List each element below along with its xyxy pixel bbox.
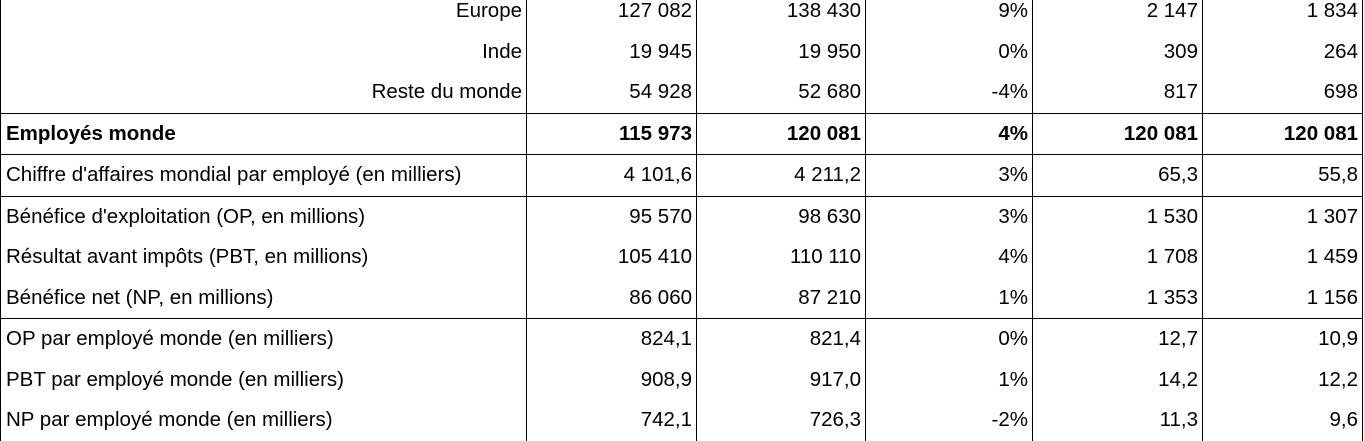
- table-row-employes-monde: Employés monde 115 973 120 081 4% 120 08…: [0, 112, 1363, 155]
- cell-value: 0%: [865, 31, 1033, 72]
- table-row-chiffre-affaires: Chiffre d'affaires mondial par employé (…: [0, 154, 1363, 196]
- cell-value: 52 680: [696, 72, 866, 113]
- cell-value: 87 210: [696, 277, 866, 319]
- table-row-benefice-net: Bénéfice net (NP, en millions) 86 060 87…: [0, 277, 1363, 319]
- cell-value: 19 950: [696, 31, 866, 72]
- cell-value: 86 060: [526, 277, 697, 319]
- table-row-np-par-employe: NP par employé monde (en milliers) 742,1…: [0, 400, 1363, 441]
- cell-value: 65,3: [1032, 154, 1203, 196]
- row-label: Inde: [0, 31, 527, 72]
- table-row-op-par-employe: OP par employé monde (en milliers) 824,1…: [0, 318, 1363, 360]
- cell-value: 824,1: [526, 318, 697, 360]
- table-row-pbt-par-employe: PBT par employé monde (en milliers) 908,…: [0, 359, 1363, 400]
- cell-value: 19 945: [526, 31, 697, 72]
- row-label: OP par employé monde (en milliers): [0, 318, 527, 360]
- row-label: PBT par employé monde (en milliers): [0, 359, 527, 400]
- cell-value: 3%: [865, 154, 1033, 196]
- cell-value: -4%: [865, 72, 1033, 113]
- cell-value: 0%: [865, 318, 1033, 360]
- cell-value: 1 834: [1202, 0, 1363, 32]
- row-label: Reste du monde: [0, 72, 527, 113]
- cell-value: 4 101,6: [526, 154, 697, 196]
- cell-value: 14,2: [1032, 359, 1203, 400]
- cell-value: 127 082: [526, 0, 697, 32]
- cell-value: 1 530: [1032, 195, 1203, 237]
- cell-value: 1 459: [1202, 237, 1363, 278]
- cell-value: 698: [1202, 72, 1363, 113]
- cell-value: 120 081: [1202, 112, 1363, 155]
- row-label: Employés monde: [0, 112, 527, 155]
- cell-value: 95 570: [526, 195, 697, 237]
- cell-value: 12,2: [1202, 359, 1363, 400]
- cell-value: 55,8: [1202, 154, 1363, 196]
- row-label: Résultat avant impôts (PBT, en millions): [0, 237, 527, 278]
- cell-value: 110 110: [696, 237, 866, 278]
- cell-value: 908,9: [526, 359, 697, 400]
- cell-value: 105 410: [526, 237, 697, 278]
- cell-value: 1%: [865, 277, 1033, 319]
- cell-value: 9%: [865, 0, 1033, 32]
- row-label: Chiffre d'affaires mondial par employé (…: [0, 154, 527, 196]
- row-label: Bénéfice net (NP, en millions): [0, 277, 527, 319]
- cell-value: 120 081: [1032, 112, 1203, 155]
- cell-value: 98 630: [696, 195, 866, 237]
- cell-value: 742,1: [526, 400, 697, 441]
- cell-value: 115 973: [526, 112, 697, 155]
- cell-value: 1 156: [1202, 277, 1363, 319]
- table-row-resultat-avant-impots: Résultat avant impôts (PBT, en millions)…: [0, 237, 1363, 278]
- cell-value: 120 081: [696, 112, 866, 155]
- cell-value: 817: [1032, 72, 1203, 113]
- row-label: NP par employé monde (en milliers): [0, 400, 527, 441]
- cell-value: 2 147: [1032, 0, 1203, 32]
- row-label: Europe: [0, 0, 527, 32]
- cell-value: 309: [1032, 31, 1203, 72]
- cell-value: 11,3: [1032, 400, 1203, 441]
- cell-value: 917,0: [696, 359, 866, 400]
- row-label: Bénéfice d'exploitation (OP, en millions…: [0, 195, 527, 237]
- cell-value: 3%: [865, 195, 1033, 237]
- cell-value: 1%: [865, 359, 1033, 400]
- cell-value: 726,3: [696, 400, 866, 441]
- cell-value: 4 211,2: [696, 154, 866, 196]
- table-row-inde: Inde 19 945 19 950 0% 309 264: [0, 31, 1363, 72]
- table-row-europe: Europe 127 082 138 430 9% 2 147 1 834: [0, 0, 1363, 32]
- cell-value: 1 353: [1032, 277, 1203, 319]
- cell-value: 1 307: [1202, 195, 1363, 237]
- table-row-reste-du-monde: Reste du monde 54 928 52 680 -4% 817 698: [0, 72, 1363, 113]
- cell-value: 12,7: [1032, 318, 1203, 360]
- cell-value: 4%: [865, 237, 1033, 278]
- cell-value: 10,9: [1202, 318, 1363, 360]
- cell-value: 4%: [865, 112, 1033, 155]
- cell-value: 138 430: [696, 0, 866, 32]
- cell-value: -2%: [865, 400, 1033, 441]
- cell-value: 264: [1202, 31, 1363, 72]
- cell-value: 1 708: [1032, 237, 1203, 278]
- cell-value: 54 928: [526, 72, 697, 113]
- cell-value: 9,6: [1202, 400, 1363, 441]
- cell-value: 821,4: [696, 318, 866, 360]
- table-row-benefice-exploitation: Bénéfice d'exploitation (OP, en millions…: [0, 195, 1363, 237]
